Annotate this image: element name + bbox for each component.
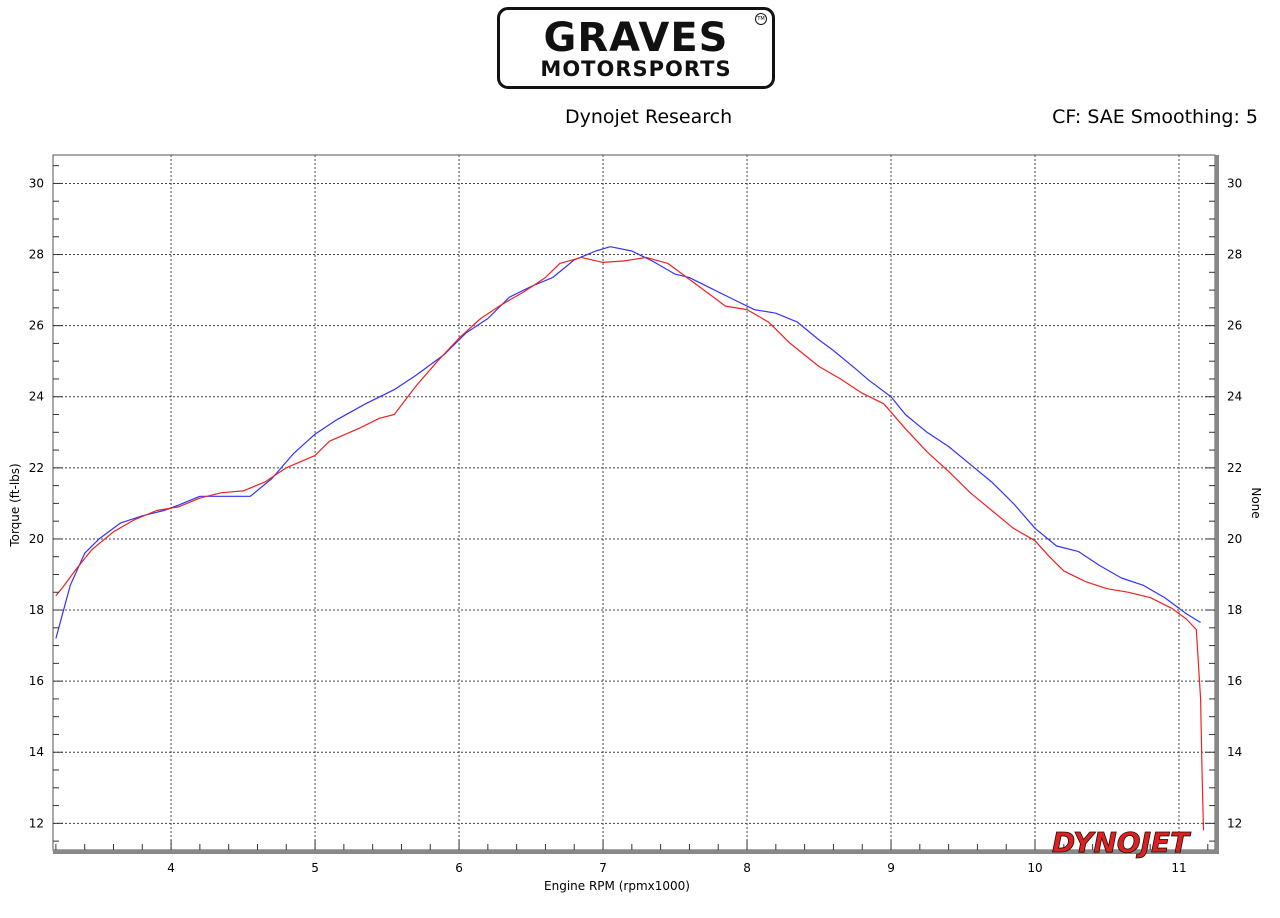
- dynojet-watermark: DYNOJET: [1052, 826, 1192, 860]
- y-tick-label-right: 30: [1227, 176, 1242, 190]
- y-tick-label-left: 12: [29, 816, 44, 830]
- logo-line-2: MOTORSPORTS: [540, 57, 732, 81]
- y-tick-label-right: 14: [1227, 745, 1242, 759]
- y-tick-label-left: 22: [29, 461, 44, 475]
- x-tick-label: 8: [743, 861, 751, 875]
- series-group: [55, 246, 1205, 831]
- y-tick-label-right: 20: [1227, 532, 1242, 546]
- x-tick-label: 10: [1027, 861, 1042, 875]
- logo-line-1: GRAVES: [543, 15, 729, 61]
- axes: [52, 154, 1219, 854]
- y-tick-label-right: 16: [1227, 674, 1242, 688]
- y-tick-label-left: 20: [29, 532, 44, 546]
- series-line-2: [55, 256, 1205, 831]
- y-tick-label-left: 18: [29, 603, 44, 617]
- y-axis-label: Torque (ft-lbs): [8, 463, 22, 547]
- x-tick-label: 9: [887, 861, 895, 875]
- x-tick-label: 11: [1171, 861, 1186, 875]
- y-tick-label-left: 26: [29, 319, 44, 333]
- tick-labels: 4 5 6 7 8 9 10 11 12 12 14 14 16 16 18 18 20 20 22 22 24 24 26…: [29, 176, 1243, 875]
- y-tick-label-right: 18: [1227, 603, 1242, 617]
- y-tick-label-left: 14: [29, 745, 44, 759]
- x-tick-label: 6: [455, 861, 463, 875]
- x-axis-label: Engine RPM (rpmx1000): [544, 879, 690, 893]
- right-y-axis-label: None: [1249, 487, 1263, 518]
- trademark-icon: TM: [755, 13, 767, 25]
- graves-motorsports-logo: GRAVES MOTORSPORTS TM: [497, 7, 775, 89]
- y-tick-label-right: 28: [1227, 248, 1242, 262]
- x-tick-label: 5: [311, 861, 319, 875]
- y-tick-label-right: 24: [1227, 390, 1242, 404]
- y-tick-label-right: 12: [1227, 816, 1242, 830]
- header-correction-factor: CF: SAE Smoothing: 5: [1052, 106, 1258, 128]
- dynojet-watermark-text: DYNOJET: [1052, 826, 1191, 859]
- y-tick-label-left: 30: [29, 176, 44, 190]
- header-source: Dynojet Research: [565, 106, 733, 128]
- y-tick-label-right: 26: [1227, 319, 1242, 333]
- y-tick-label-left: 28: [29, 248, 44, 262]
- y-tick-label-left: 24: [29, 390, 44, 404]
- x-tick-label: 7: [599, 861, 607, 875]
- y-tick-label-right: 22: [1227, 461, 1242, 475]
- y-tick-label-left: 16: [29, 674, 44, 688]
- series-line-1: [55, 246, 1201, 639]
- x-tick-label: 4: [167, 861, 175, 875]
- grid: [53, 155, 1215, 850]
